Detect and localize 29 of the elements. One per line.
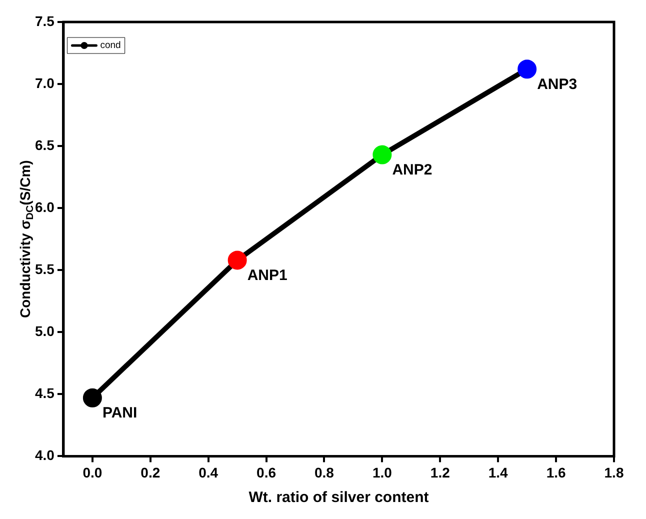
x-tick-label: 0.8 [314,464,334,480]
x-tick-label: 1.2 [430,464,450,480]
x-tick-label: 0.6 [256,464,276,480]
x-tick-label: 1.0 [372,464,392,480]
point [82,388,102,408]
y-tick-label: 5.5 [34,260,55,277]
y-tick-label: 6.5 [34,136,55,153]
legend-label: cond [100,40,121,52]
point [372,145,392,164]
point [518,60,537,79]
y-tick-label: 6.0 [34,198,55,215]
annotation: ANP1 [247,266,288,284]
x-tick-label: 1.8 [604,464,624,480]
x-tick-label: 0.4 [198,464,218,480]
point [228,250,247,270]
annotation: PANI [102,404,138,422]
x-tick-label: 1.6 [546,464,566,480]
x-axis-title: Wt. ratio of silver content [248,489,429,506]
y-tick-label: 4.0 [34,447,55,464]
y-tick-label: 4.5 [34,385,55,402]
y-axis-title: Conductivity σDC(S/Cm) [16,160,36,318]
annotation: ANP2 [392,161,432,178]
y-tick-label: 7.0 [34,74,55,91]
y-tick-label: 7.5 [34,12,55,29]
annotation: ANP3 [537,76,578,93]
x-tick-label: 0.2 [140,464,160,480]
x-tick-label: 1.4 [488,464,508,480]
y-tick-label: 5.0 [34,323,55,339]
x-tick-label: 0.0 [82,464,102,480]
